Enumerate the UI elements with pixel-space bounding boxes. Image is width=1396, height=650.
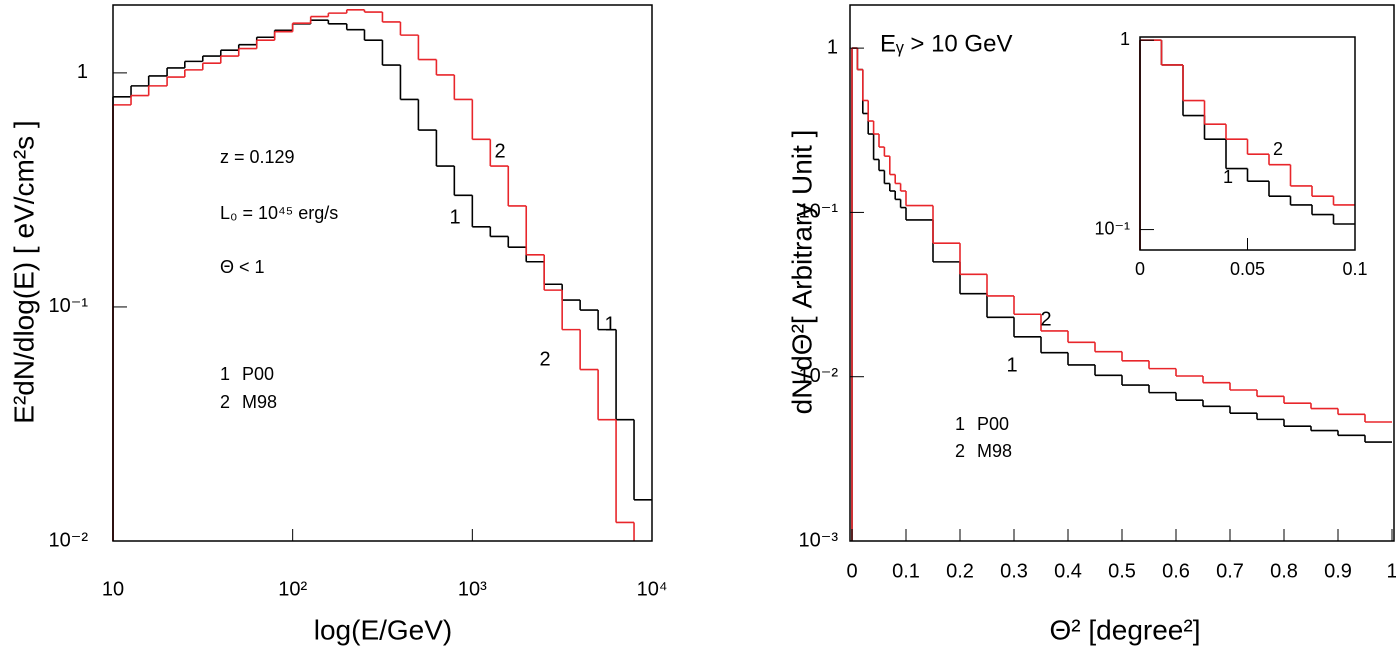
x-tick-label: 0.2	[946, 560, 974, 582]
legend-label: M98	[977, 441, 1012, 461]
x-tick-label: 0.1	[892, 560, 920, 582]
x-tick-label: 0.8	[1270, 560, 1298, 582]
x-tick-label: 0.4	[1054, 560, 1082, 582]
legend-key: 2	[220, 392, 230, 412]
annotation: Eᵧ > 10 GeV	[880, 30, 1012, 57]
y-tick-label: 1	[1120, 29, 1130, 49]
curve-label: 1	[449, 206, 460, 228]
x-axis-title: log(E/GeV)	[314, 614, 453, 645]
y-tick-label: 10⁻²	[799, 365, 839, 387]
x-tick-label: 0	[846, 560, 857, 582]
legend-key: 2	[955, 441, 965, 461]
legend-label: P00	[977, 414, 1009, 434]
y-tick-label: 10⁻¹	[49, 295, 89, 317]
curve-label: 1	[1223, 167, 1233, 187]
legend-key: 1	[220, 364, 230, 384]
x-tick-label: 10²	[278, 578, 307, 600]
x-tick-label: 0	[1135, 259, 1145, 279]
legend-label: M98	[242, 392, 277, 412]
y-tick-label: 10⁻¹	[799, 201, 839, 223]
x-tick-label: 0.9	[1324, 560, 1352, 582]
legend-key: 1	[955, 414, 965, 434]
legend-label: P00	[242, 364, 274, 384]
x-axis-title: Θ² [degree²]	[1050, 614, 1201, 645]
annotation: z = 0.129	[220, 147, 295, 167]
x-tick-label: 0.6	[1162, 560, 1190, 582]
x-tick-label: 0.5	[1108, 560, 1136, 582]
y-axis-title: E²dN/dlog(E) [ eV/cm²s ]	[8, 120, 39, 423]
annotation: L₀ = 10⁴⁵ erg/s	[220, 203, 338, 223]
plot-frame	[112, 4, 653, 542]
x-tick-label: 0.3	[1000, 560, 1028, 582]
y-tick-label: 1	[827, 36, 838, 58]
curve-label: 2	[494, 140, 505, 162]
curve-label: 2	[539, 348, 550, 370]
y-tick-label: 10⁻²	[49, 529, 89, 551]
curve-label: 2	[1273, 139, 1283, 159]
x-tick-label: 10³	[458, 578, 487, 600]
x-tick-label: 0.1	[1342, 259, 1367, 279]
curve-label: 1	[1006, 354, 1017, 376]
annotation: Θ < 1	[220, 257, 265, 277]
x-tick-label: 1	[1386, 560, 1396, 582]
y-tick-label: 10⁻³	[799, 529, 839, 551]
x-tick-label: 10⁴	[637, 578, 668, 600]
x-tick-label: 0.7	[1216, 560, 1244, 582]
x-tick-label: 10	[102, 578, 124, 600]
curve-label: 1	[604, 313, 615, 335]
x-tick-label: 0.05	[1230, 259, 1265, 279]
plot: 1 1 1 P00 2 2 2 M98 10 10² 10³ 10⁴ 10⁻² 10⁻¹ 1	[49, 4, 668, 600]
y-tick-label: 1	[77, 61, 88, 83]
curve-label: 2	[1040, 308, 1051, 330]
plot: 1 2 0 0.05 0.1 10⁻¹ 1	[1094, 29, 1367, 279]
y-tick-label: 10⁻¹	[1094, 218, 1130, 238]
y-axis-title: dN/dΘ²[ Arbitrary Unit ]	[786, 130, 817, 415]
